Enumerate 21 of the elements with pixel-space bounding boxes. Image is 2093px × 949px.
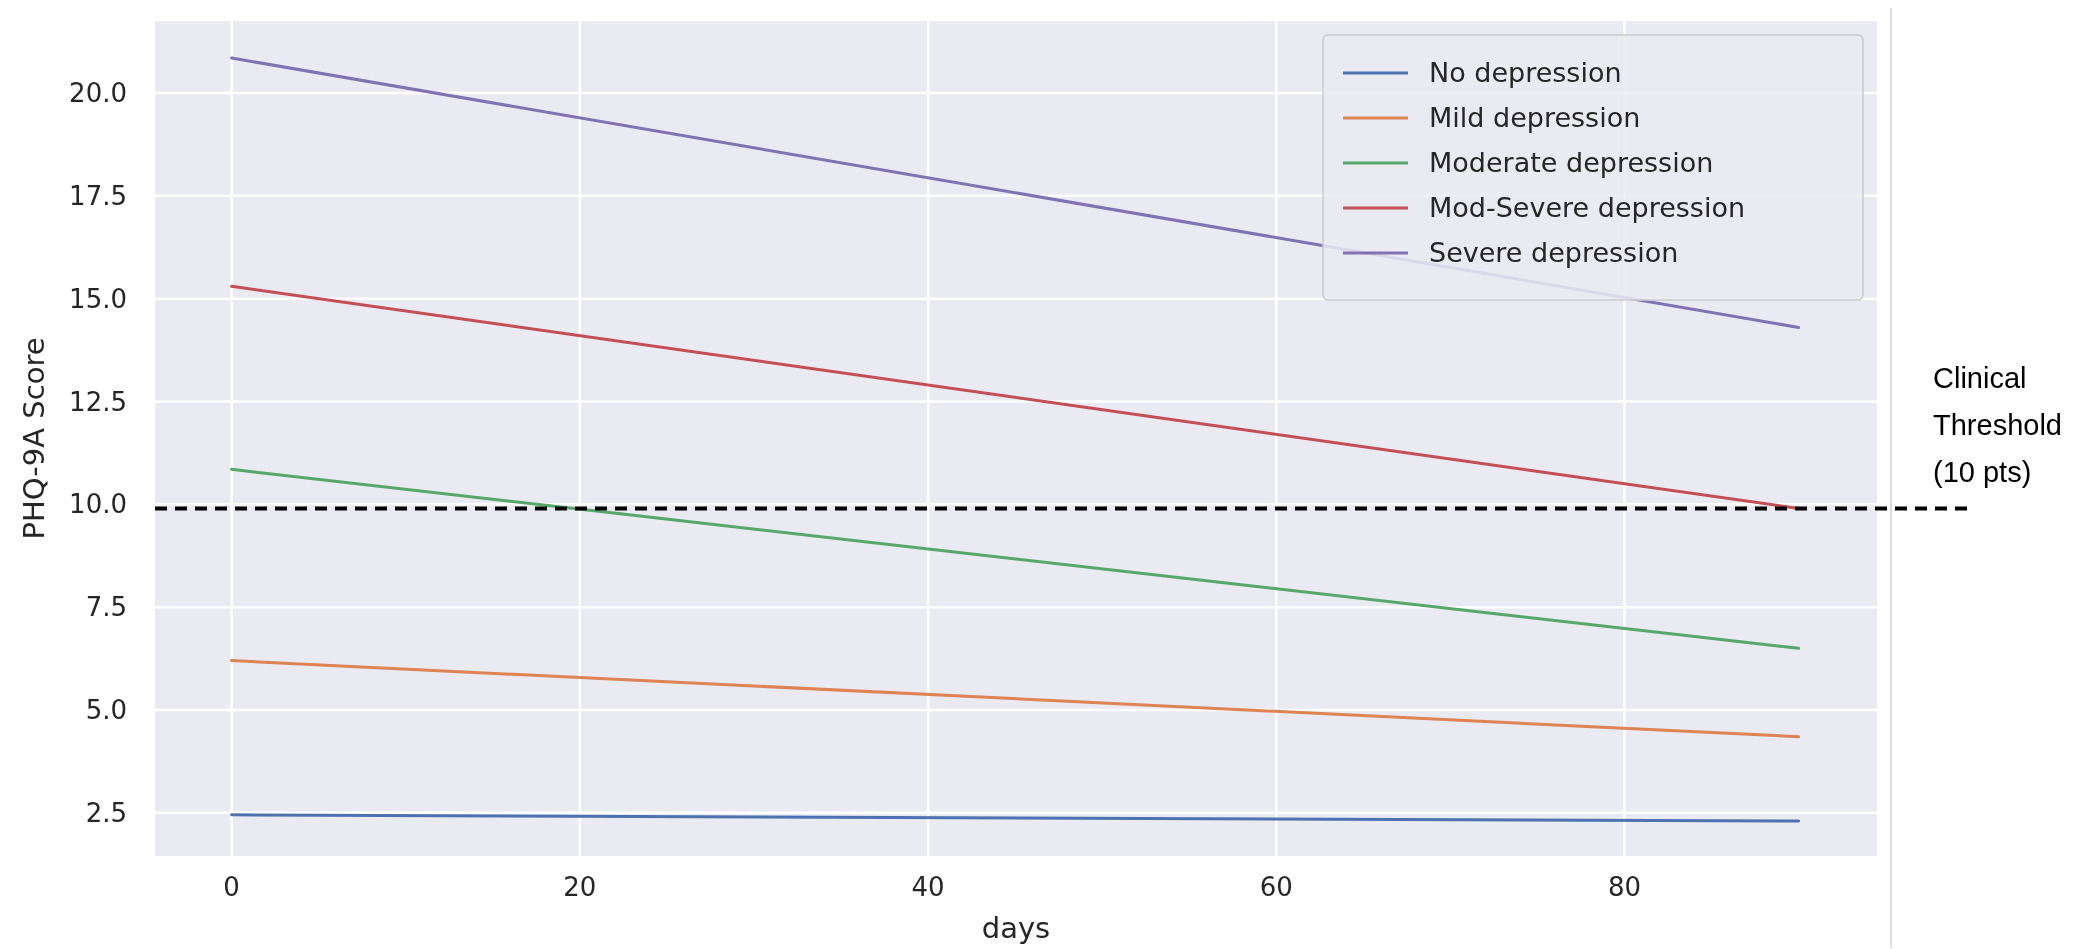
y-tick-label: 5.0 bbox=[85, 695, 127, 726]
y-tick-label: 12.5 bbox=[69, 386, 127, 417]
x-tick-label: 80 bbox=[1607, 872, 1642, 902]
x-axis-title: days bbox=[981, 911, 1051, 945]
y-axis-title: PHQ-9A Score bbox=[17, 337, 51, 540]
legend-label: Moderate depression bbox=[1429, 147, 1714, 179]
x-tick-label: 20 bbox=[563, 872, 597, 902]
ref-line-label: Clinical Threshold (10 pts) bbox=[1933, 362, 2062, 489]
x-tick-label: 40 bbox=[911, 872, 945, 902]
legend-label: Mod-Severe depression bbox=[1429, 192, 1746, 224]
legend-label: No depression bbox=[1429, 57, 1622, 89]
y-tick-label: 20.0 bbox=[69, 78, 127, 109]
y-tick-label: 2.5 bbox=[85, 797, 127, 828]
legend-label: Severe depression bbox=[1429, 237, 1679, 269]
x-tick-label: 60 bbox=[1259, 872, 1293, 902]
y-tick-label: 10.0 bbox=[69, 489, 127, 520]
legend-label: Mild depression bbox=[1429, 102, 1641, 134]
y-tick-label: 7.5 bbox=[85, 592, 127, 623]
x-tick-label: 0 bbox=[223, 872, 240, 902]
y-tick-label: 15.0 bbox=[69, 283, 127, 314]
y-tick-label: 17.5 bbox=[69, 180, 127, 211]
